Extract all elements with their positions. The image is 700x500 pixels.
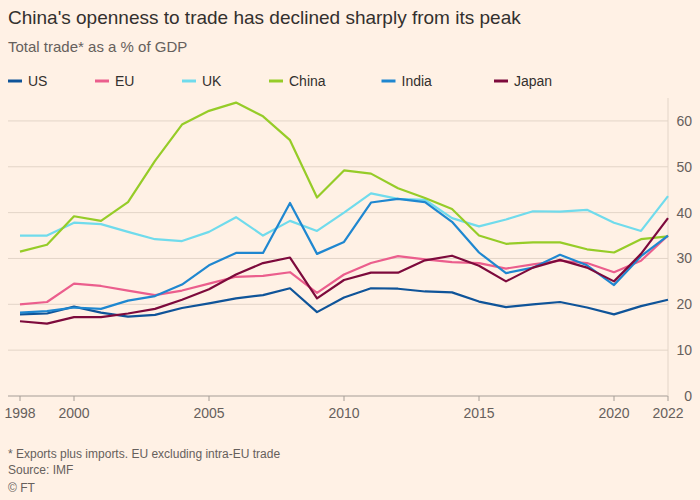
legend-swatch bbox=[494, 80, 508, 83]
x-tick bbox=[479, 396, 480, 401]
credit: © FT bbox=[8, 481, 36, 495]
grid-line bbox=[8, 396, 668, 397]
source: Source: IMF bbox=[8, 463, 73, 477]
x-tick-label: 2000 bbox=[58, 405, 89, 421]
legend-label: Japan bbox=[514, 73, 552, 89]
legend-label: India bbox=[402, 73, 433, 89]
legend-swatch bbox=[182, 80, 196, 83]
series-group bbox=[20, 103, 668, 324]
footnote: * Exports plus imports. EU excluding int… bbox=[8, 447, 280, 461]
x-tick bbox=[74, 396, 75, 401]
legend-swatch bbox=[95, 80, 109, 83]
legend-label: China bbox=[289, 73, 326, 89]
grid-line bbox=[8, 212, 668, 213]
y-tick-label: 0 bbox=[684, 388, 692, 404]
y-tick-label: 40 bbox=[676, 205, 692, 221]
series-line bbox=[20, 288, 668, 316]
legend-label: US bbox=[28, 73, 47, 89]
x-tick bbox=[668, 396, 669, 401]
x-tick-label: 2010 bbox=[328, 405, 359, 421]
grid: 0 10 20 30 40 50 60 bbox=[8, 98, 692, 404]
x-tick bbox=[614, 396, 615, 401]
x-tick-label: 2020 bbox=[598, 405, 629, 421]
series-line bbox=[20, 193, 668, 241]
x-tick-label: 2005 bbox=[193, 405, 224, 421]
x-axis: 1998 2000 2005 2010 2015 2020 2022 bbox=[4, 396, 683, 421]
title: China's openness to trade has declined s… bbox=[8, 7, 521, 28]
y-axis-line bbox=[668, 98, 669, 396]
y-tick-label: 30 bbox=[676, 250, 692, 266]
series-line bbox=[20, 218, 668, 323]
grid-line bbox=[8, 120, 668, 121]
grid-line bbox=[8, 166, 668, 167]
series-line bbox=[20, 199, 668, 313]
legend-swatch bbox=[8, 80, 22, 83]
y-tick-label: 60 bbox=[676, 113, 692, 129]
legend-swatch bbox=[382, 80, 396, 83]
x-tick-label: 2022 bbox=[652, 405, 683, 421]
x-tick bbox=[344, 396, 345, 401]
background bbox=[0, 0, 700, 500]
subtitle: Total trade* as a % of GDP bbox=[8, 38, 187, 55]
y-tick-label: 20 bbox=[676, 296, 692, 312]
x-tick bbox=[20, 396, 21, 401]
x-tick bbox=[209, 396, 210, 401]
y-tick-label: 50 bbox=[676, 159, 692, 175]
legend-label: UK bbox=[202, 73, 222, 89]
legend: US EU UK China India Japan bbox=[8, 73, 552, 89]
series-line bbox=[20, 103, 668, 253]
x-tick-label: 2015 bbox=[463, 405, 494, 421]
legend-swatch bbox=[269, 80, 283, 83]
legend-label: EU bbox=[115, 73, 134, 89]
grid-line bbox=[8, 350, 668, 351]
y-tick-label: 10 bbox=[676, 342, 692, 358]
chart: China's openness to trade has declined s… bbox=[0, 0, 700, 500]
x-tick-label: 1998 bbox=[4, 405, 35, 421]
